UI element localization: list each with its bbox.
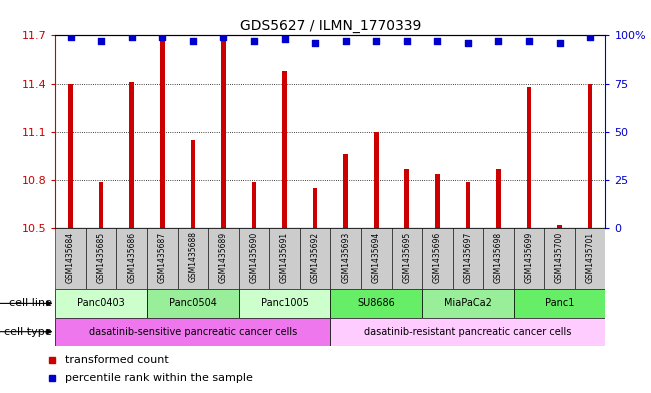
Bar bbox=[544, 228, 575, 289]
Bar bbox=[496, 169, 501, 228]
Text: GSM1435698: GSM1435698 bbox=[494, 231, 503, 283]
Bar bbox=[300, 228, 330, 289]
Bar bbox=[252, 182, 256, 228]
Bar bbox=[221, 37, 226, 228]
Bar bbox=[483, 228, 514, 289]
Text: GSM1435695: GSM1435695 bbox=[402, 231, 411, 283]
Text: GSM1435699: GSM1435699 bbox=[525, 231, 534, 283]
Text: cell line: cell line bbox=[9, 298, 52, 309]
Point bbox=[187, 38, 198, 44]
Text: percentile rank within the sample: percentile rank within the sample bbox=[65, 373, 253, 384]
Text: GSM1435700: GSM1435700 bbox=[555, 231, 564, 283]
Bar bbox=[86, 228, 117, 289]
Text: GSM1435688: GSM1435688 bbox=[188, 231, 197, 283]
Bar bbox=[330, 318, 605, 346]
Bar bbox=[514, 228, 544, 289]
Point bbox=[585, 34, 596, 40]
Bar bbox=[270, 228, 300, 289]
Bar bbox=[55, 318, 330, 346]
Bar bbox=[452, 228, 483, 289]
Bar bbox=[147, 289, 239, 318]
Bar bbox=[465, 182, 470, 228]
Text: Panc0403: Panc0403 bbox=[77, 298, 125, 309]
Point bbox=[157, 34, 167, 40]
Text: GSM1435685: GSM1435685 bbox=[97, 231, 105, 283]
Bar bbox=[435, 174, 439, 228]
Text: GSM1435696: GSM1435696 bbox=[433, 231, 442, 283]
Bar bbox=[68, 84, 73, 228]
Bar bbox=[422, 228, 452, 289]
Point bbox=[310, 40, 320, 46]
Bar bbox=[55, 289, 147, 318]
Text: GSM1435701: GSM1435701 bbox=[586, 231, 594, 283]
Text: GSM1435690: GSM1435690 bbox=[249, 231, 258, 283]
Text: dasatinib-resistant pancreatic cancer cells: dasatinib-resistant pancreatic cancer ce… bbox=[364, 327, 572, 337]
Title: GDS5627 / ILMN_1770339: GDS5627 / ILMN_1770339 bbox=[240, 19, 421, 33]
Bar bbox=[313, 188, 318, 228]
Bar bbox=[239, 289, 330, 318]
Bar bbox=[527, 87, 531, 228]
Point bbox=[126, 34, 137, 40]
Bar bbox=[117, 228, 147, 289]
Bar bbox=[160, 39, 165, 228]
Point bbox=[279, 36, 290, 42]
Bar bbox=[147, 228, 178, 289]
Text: GSM1435686: GSM1435686 bbox=[127, 231, 136, 283]
Point bbox=[371, 38, 381, 44]
Bar bbox=[514, 289, 605, 318]
Text: GSM1435687: GSM1435687 bbox=[158, 231, 167, 283]
Bar bbox=[330, 289, 422, 318]
Text: cell type: cell type bbox=[5, 327, 52, 337]
Point bbox=[555, 40, 565, 46]
Text: SU8686: SU8686 bbox=[357, 298, 395, 309]
Bar bbox=[391, 228, 422, 289]
Bar bbox=[55, 228, 86, 289]
Point bbox=[249, 38, 259, 44]
Text: GSM1435693: GSM1435693 bbox=[341, 231, 350, 283]
Bar bbox=[99, 182, 104, 228]
Text: dasatinib-sensitive pancreatic cancer cells: dasatinib-sensitive pancreatic cancer ce… bbox=[89, 327, 297, 337]
Bar bbox=[374, 132, 378, 228]
Text: MiaPaCa2: MiaPaCa2 bbox=[444, 298, 492, 309]
Bar bbox=[191, 140, 195, 228]
Text: Panc0504: Panc0504 bbox=[169, 298, 217, 309]
Text: GSM1435692: GSM1435692 bbox=[311, 231, 320, 283]
Bar bbox=[343, 154, 348, 228]
Point bbox=[218, 34, 229, 40]
Text: GSM1435689: GSM1435689 bbox=[219, 231, 228, 283]
Text: GSM1435694: GSM1435694 bbox=[372, 231, 381, 283]
Point bbox=[524, 38, 534, 44]
Bar bbox=[404, 169, 409, 228]
Text: Panc1: Panc1 bbox=[545, 298, 574, 309]
Bar bbox=[588, 84, 592, 228]
Point bbox=[340, 38, 351, 44]
Bar bbox=[557, 225, 562, 228]
Text: GSM1435691: GSM1435691 bbox=[280, 231, 289, 283]
Text: transformed count: transformed count bbox=[65, 354, 169, 365]
Point bbox=[432, 38, 443, 44]
Point bbox=[402, 38, 412, 44]
Bar bbox=[330, 228, 361, 289]
Bar bbox=[208, 228, 239, 289]
Bar bbox=[283, 71, 287, 228]
Text: GSM1435684: GSM1435684 bbox=[66, 231, 75, 283]
Point bbox=[493, 38, 504, 44]
Point bbox=[96, 38, 106, 44]
Bar bbox=[361, 228, 391, 289]
Text: Panc1005: Panc1005 bbox=[260, 298, 309, 309]
Bar bbox=[239, 228, 270, 289]
Bar bbox=[130, 82, 134, 228]
Point bbox=[65, 34, 76, 40]
Point bbox=[463, 40, 473, 46]
Bar bbox=[178, 228, 208, 289]
Bar bbox=[422, 289, 514, 318]
Text: GSM1435697: GSM1435697 bbox=[464, 231, 473, 283]
Bar bbox=[575, 228, 605, 289]
